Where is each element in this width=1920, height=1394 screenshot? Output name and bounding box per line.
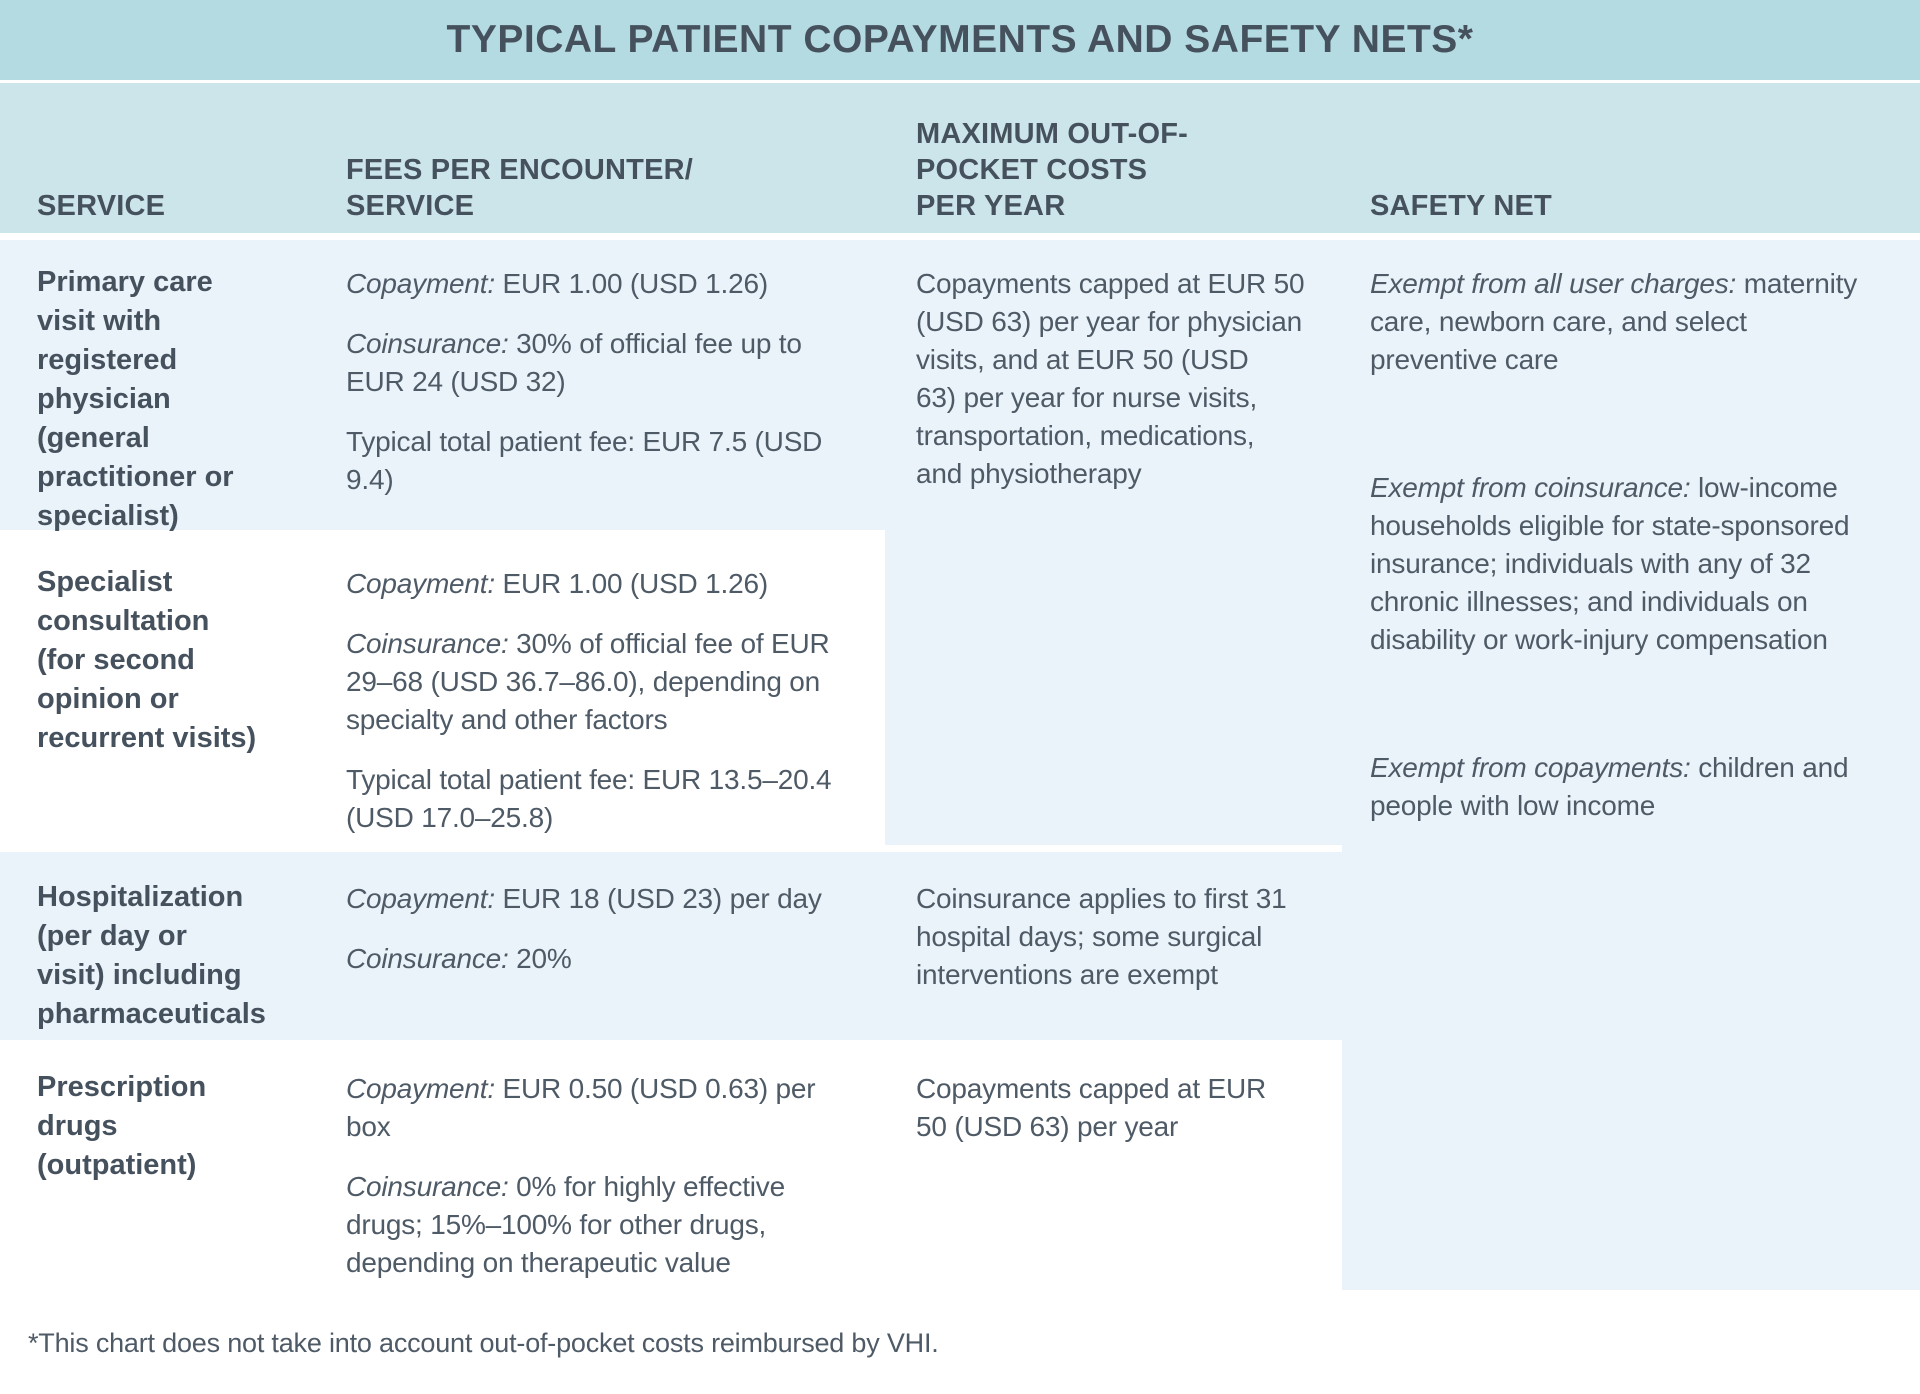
cell-paragraph: Coinsurance: 20% — [346, 943, 572, 974]
column-header-service: SERVICE — [37, 190, 166, 222]
service-hospitalization: Hospitalization (per day or visit) inclu… — [37, 881, 266, 1030]
cell-paragraph: Typical total patient fee: EUR 13.5–20.4… — [346, 764, 832, 833]
figure-title: TYPICAL PATIENT COPAYMENTS AND SAFETY NE… — [446, 18, 1474, 61]
row3-shaded-background — [0, 852, 1342, 1040]
column-header-safety-net: SAFETY NET — [1370, 190, 1552, 222]
title-bar: TYPICAL PATIENT COPAYMENTS AND SAFETY NE… — [0, 0, 1920, 80]
safety-net-cell: Exempt from all user charges: maternity … — [1370, 265, 1915, 825]
row1-shaded-background — [0, 240, 885, 530]
footnote: *This chart does not take into account o… — [28, 1328, 939, 1358]
service-prescription-drugs: Prescription drugs (outpatient) — [37, 1071, 207, 1181]
cell-paragraph: Coinsurance: 30% of official fee up to E… — [346, 328, 802, 397]
column-header-band — [0, 83, 1920, 233]
fees-specialist-consultation: Copayment: EUR 1.00 (USD 1.26) Coinsuranc… — [346, 565, 832, 837]
cell-paragraph: Exempt from all user charges: maternity … — [1370, 268, 1858, 375]
max-oop-merged-cell-background — [885, 240, 1342, 845]
safety-net-column-background — [1342, 240, 1920, 1290]
cell-paragraph: Copayment: EUR 18 (USD 23) per day — [346, 883, 822, 914]
max-oop-hospitalization: Coinsurance applies to first 31 hospital… — [916, 883, 1287, 990]
cell-paragraph: Coinsurance: 30% of official fee of EUR … — [346, 628, 830, 735]
service-specialist-consultation: Specialist consultation (for second opin… — [37, 566, 257, 754]
column-header-fees: FEES PER ENCOUNTER/ SERVICE — [346, 154, 694, 222]
cell-paragraph: Coinsurance: 0% for highly effective dru… — [346, 1171, 785, 1278]
cell-paragraph: Typical total patient fee: EUR 7.5 (USD … — [346, 426, 823, 495]
cell-paragraph: Copayment: EUR 1.00 (USD 1.26) — [346, 568, 768, 599]
max-oop-physician-nurse-visits: Copayments capped at EUR 50 (USD 63) per… — [916, 268, 1305, 489]
cell-paragraph: Copayment: EUR 1.00 (USD 1.26) — [346, 268, 768, 299]
fees-hospitalization: Copayment: EUR 18 (USD 23) per day Coinsu… — [346, 880, 822, 978]
column-header-max-out-of-pocket: MAXIMUM OUT-OF- POCKET COSTS PER YEAR — [916, 118, 1189, 222]
cell-paragraph: Exempt from coinsurance: low-income hous… — [1370, 472, 1850, 655]
fees-prescription-drugs: Copayment: EUR 0.50 (USD 0.63) per box Co… — [346, 1070, 816, 1282]
service-primary-care: Primary care visit with registered physi… — [37, 266, 234, 532]
cell-paragraph: Exempt from copayments: children and peo… — [1370, 752, 1849, 821]
cell-paragraph: Copayment: EUR 0.50 (USD 0.63) per box — [346, 1073, 816, 1142]
max-oop-prescription-drugs: Copayments capped at EUR 50 (USD 63) per… — [916, 1073, 1267, 1142]
fees-primary-care: Copayment: EUR 1.00 (USD 1.26) Coinsuranc… — [346, 265, 822, 499]
